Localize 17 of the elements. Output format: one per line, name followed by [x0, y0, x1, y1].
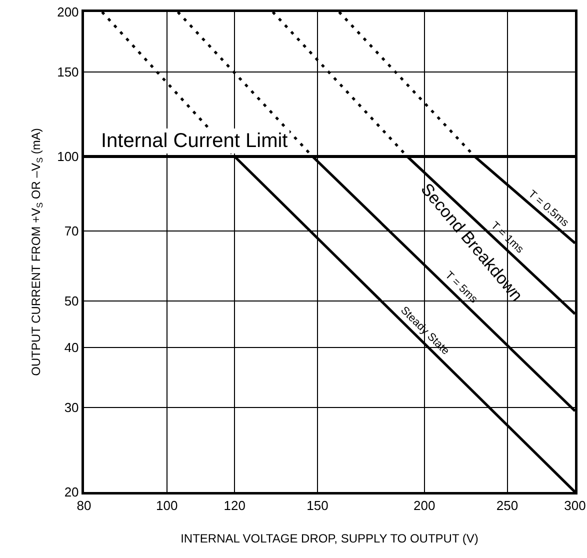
x-tick-label: 150 [306, 498, 328, 514]
ref-line-label: Internal Current Limit [101, 130, 288, 152]
x-axis-title: INTERNAL VOLTAGE DROP, SUPPLY TO OUTPUT (V) [180, 531, 478, 546]
x-tick-label: 300 [564, 498, 586, 514]
x-tick-label: 80 [76, 498, 92, 514]
x-tick-label: 120 [224, 498, 246, 514]
y-tick-label: 50 [64, 294, 79, 309]
y-tick-label: 40 [64, 340, 79, 356]
x-tick-label: 100 [156, 498, 178, 514]
y-tick-label: 70 [64, 223, 79, 238]
y-tick-label: 20 [64, 484, 79, 500]
y-tick-label: 150 [57, 64, 79, 80]
y-tick-label: 200 [57, 4, 79, 20]
x-tick-label: 200 [414, 498, 436, 514]
y-tick-label: 30 [64, 400, 79, 416]
x-tick-label: 250 [496, 498, 518, 514]
y-tick-label: 100 [57, 149, 79, 164]
